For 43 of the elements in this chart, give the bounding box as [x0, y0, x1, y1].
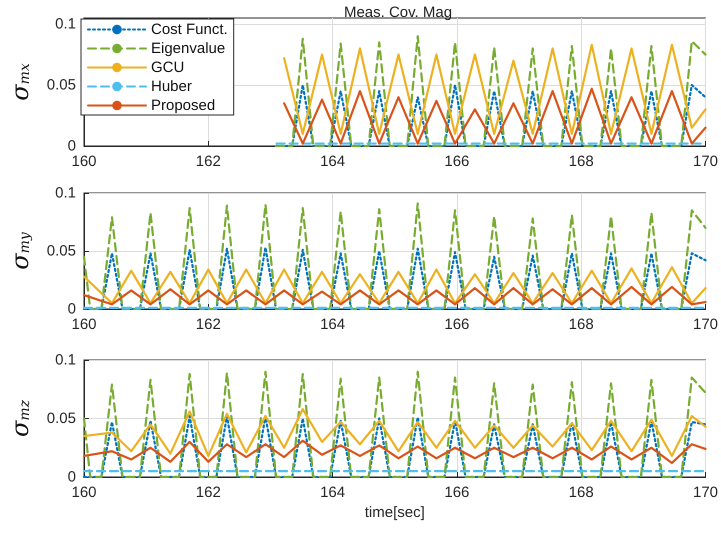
x-tick-label: 166: [444, 153, 470, 170]
x-tick-label: 168: [568, 153, 594, 170]
x-tick-label: 162: [196, 316, 221, 333]
y-tick-label: 0: [68, 138, 76, 154]
x-tick-label: 166: [444, 484, 470, 501]
x-tick-label: 168: [568, 316, 594, 333]
legend-label: GCU: [151, 59, 184, 76]
x-tick-label: 160: [71, 153, 97, 170]
line-series: [82, 408, 707, 458]
x-tick-label: 170: [692, 484, 718, 501]
x-tick-label: 170: [692, 316, 718, 333]
y-tick-label: 0.05: [46, 76, 76, 94]
y-tick-label: 0: [68, 300, 76, 318]
y-tick-label: 0.1: [55, 184, 76, 202]
x-tick-label: 164: [320, 153, 346, 170]
legend-label: Proposed: [151, 97, 216, 114]
line-series: [82, 286, 707, 306]
line-series: [283, 44, 707, 135]
x-tick-label: 166: [444, 316, 470, 333]
x-tick-label: 164: [320, 484, 346, 501]
y-tick-label: 0.1: [55, 16, 76, 33]
y-tick-label: 0.05: [46, 410, 76, 427]
x-tick-label: 162: [196, 153, 221, 170]
y-tick-label: 0.1: [55, 352, 76, 368]
y-tick-label: 0.05: [46, 242, 76, 260]
x-tick-label: 164: [320, 316, 346, 333]
y-axis-title: σmx: [6, 63, 34, 101]
y-tick-label: 0: [68, 468, 76, 486]
chart-title: Meas. Cov. Mag: [344, 4, 452, 21]
legend-label: Eigenvalue: [151, 40, 226, 57]
x-tick-label: 170: [692, 153, 718, 170]
line-series: [82, 266, 707, 304]
line-series: [274, 35, 707, 148]
line-series: [82, 440, 707, 464]
x-tick-label: 162: [196, 484, 221, 501]
legend-label: Cost Funct.: [151, 21, 228, 38]
x-tick-label: 160: [71, 316, 97, 333]
legend-label: Huber: [151, 78, 192, 95]
x-axis-title: time[sec]: [364, 504, 425, 521]
y-axis-title: σmz: [6, 399, 34, 438]
x-tick-label: 168: [568, 484, 594, 501]
y-axis-title: σmy: [6, 231, 34, 270]
x-tick-label: 160: [71, 484, 97, 501]
